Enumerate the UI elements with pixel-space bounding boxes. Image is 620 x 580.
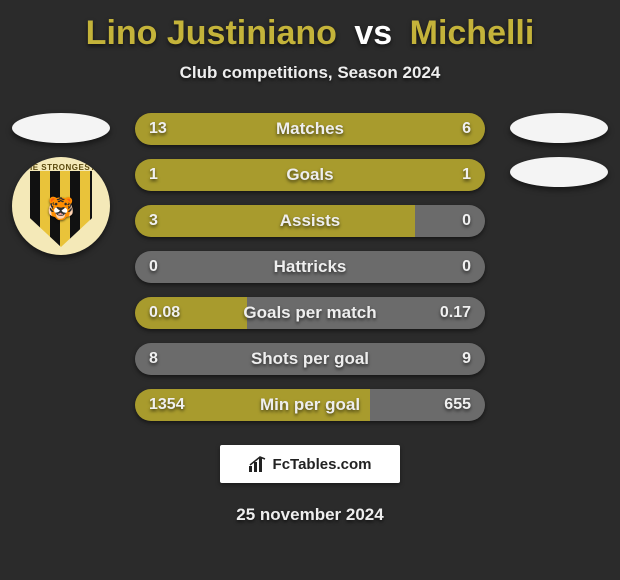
subtitle: Club competitions, Season 2024 (0, 63, 620, 83)
player1-flag-placeholder (12, 113, 110, 143)
title-player2: Michelli (410, 14, 535, 52)
stat-row: Goals per match0.08 0.17 (135, 297, 485, 329)
stat-value-left: 1354 (149, 389, 185, 421)
stat-row: Min per goal1354 655 (135, 389, 485, 421)
stat-label: Assists (135, 205, 485, 237)
watermark-text: FcTables.com (273, 456, 372, 473)
stat-bars: Matches136Goals11Assists30Hattricks00Goa… (135, 113, 485, 421)
stat-value-left: 13 (149, 113, 167, 145)
stat-value-right: 655 (444, 389, 471, 421)
stat-value-right: 0 (462, 205, 471, 237)
watermark: FcTables.com (220, 445, 400, 483)
player1-club-crest: HE STRONGEST 🐯 (12, 157, 110, 255)
stat-value-right: 6 (462, 113, 471, 145)
stat-value-right: 9 (462, 343, 471, 375)
comparison-content: HE STRONGEST 🐯 Matches13 6 Goals1 1 Assists3… (0, 113, 620, 421)
bar-chart-icon (249, 456, 267, 472)
crest-shield: 🐯 (30, 171, 92, 247)
stat-label: Min per goal (135, 389, 485, 421)
title-vs: vs (354, 14, 392, 52)
stat-label: Matches (135, 113, 485, 145)
stat-row: Goals1 1 (135, 159, 485, 191)
stat-label: Hattricks (135, 251, 485, 283)
stat-value-right: 0 (462, 251, 471, 283)
stat-label: Shots per goal (135, 343, 485, 375)
page-title: Lino Justiniano vs Michelli (0, 0, 620, 53)
right-badge-column (504, 113, 614, 187)
stat-value-left: 1 (149, 159, 158, 191)
stat-value-left: 3 (149, 205, 158, 237)
report-date: 25 november 2024 (0, 505, 620, 525)
stat-value-left: 0.08 (149, 297, 180, 329)
stat-label: Goals per match (135, 297, 485, 329)
stat-value-left: 0 (149, 251, 158, 283)
title-player1: Lino Justiniano (86, 14, 337, 52)
left-badge-column: HE STRONGEST 🐯 (6, 113, 116, 255)
stat-value-right: 0.17 (440, 297, 471, 329)
stat-row: Hattricks0 0 (135, 251, 485, 283)
stat-value-left: 8 (149, 343, 158, 375)
player2-club-placeholder (510, 157, 608, 187)
tiger-icon: 🐯 (47, 196, 74, 222)
crest-ring-text: HE STRONGEST (26, 163, 95, 172)
stat-value-right: 1 (462, 159, 471, 191)
stat-row: Shots per goal8 9 (135, 343, 485, 375)
stat-row: Matches13 6 (135, 113, 485, 145)
stat-row: Assists3 0 (135, 205, 485, 237)
player2-flag-placeholder (510, 113, 608, 143)
stat-label: Goals (135, 159, 485, 191)
